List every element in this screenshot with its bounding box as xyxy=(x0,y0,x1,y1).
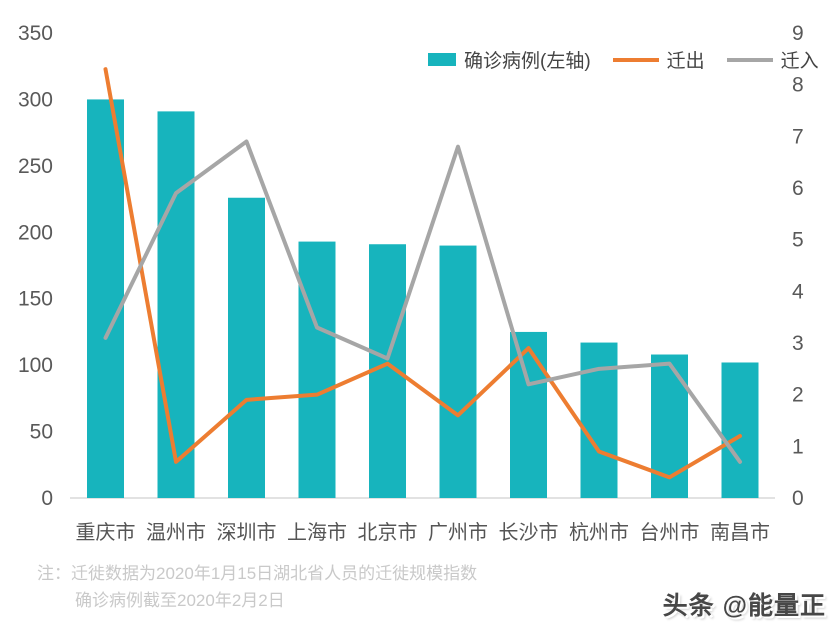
right-axis-tick: 1 xyxy=(792,435,804,458)
right-axis-tick: 3 xyxy=(792,332,804,355)
right-axis-tick: 2 xyxy=(792,384,804,407)
line-swatch-in-icon xyxy=(726,57,773,62)
line-迁入 xyxy=(103,139,742,464)
bar-南昌市 xyxy=(721,362,759,498)
legend: 确诊病例(左轴) 迁出 迁入 xyxy=(428,46,819,73)
right-axis-tick: 7 xyxy=(792,125,804,148)
left-axis-tick: 50 xyxy=(30,421,53,444)
x-axis-label: 广州市 xyxy=(428,521,488,544)
x-axis-label: 深圳市 xyxy=(217,521,277,544)
bar-温州市 xyxy=(157,111,195,498)
bar-swatch-icon xyxy=(428,53,456,66)
left-axis-tick: 300 xyxy=(18,88,53,111)
bar-广州市 xyxy=(439,245,477,498)
legend-item-confirmed: 确诊病例(左轴) xyxy=(428,46,591,73)
bar-长沙市 xyxy=(510,331,547,498)
legend-item-in: 迁入 xyxy=(726,46,819,73)
x-axis-label: 北京市 xyxy=(358,521,418,544)
right-axis-tick: 0 xyxy=(792,487,804,510)
bar-上海市 xyxy=(298,241,336,499)
legend-label-in: 迁入 xyxy=(780,51,819,72)
left-axis-tick: 200 xyxy=(18,221,53,244)
right-axis-tick: 5 xyxy=(792,229,804,252)
left-axis-tick: 100 xyxy=(18,354,53,377)
right-axis-tick: 4 xyxy=(792,280,804,303)
watermark-brand: 头条 xyxy=(662,592,715,620)
x-axis-label: 上海市 xyxy=(287,521,347,544)
line-迁出 xyxy=(103,67,742,480)
legend-label-confirmed: 确诊病例(左轴) xyxy=(464,51,591,72)
right-axis-tick: 8 xyxy=(792,74,804,97)
bar-杭州市 xyxy=(580,342,618,498)
bar-重庆市 xyxy=(87,99,124,498)
left-axis-tick: 250 xyxy=(18,155,53,178)
left-axis-tick: 150 xyxy=(18,288,53,311)
line-swatch-out-icon xyxy=(612,57,659,62)
bar-深圳市 xyxy=(228,197,265,498)
legend-item-out: 迁出 xyxy=(612,46,705,73)
x-axis-label: 温州市 xyxy=(146,521,206,544)
legend-label-out: 迁出 xyxy=(666,51,705,72)
right-axis-tick: 9 xyxy=(792,22,804,45)
watermark-account: @能量正 xyxy=(722,592,826,620)
footnote-line-1: 注：迁徙数据为2020年1月15日湖北省人员的迁徙规模指数 xyxy=(37,564,478,583)
x-axis-label: 台州市 xyxy=(640,521,700,544)
footnote: 注：迁徙数据为2020年1月15日湖北省人员的迁徙规模指数 确诊病例截至2020… xyxy=(37,560,477,614)
left-axis-tick: 0 xyxy=(41,487,53,510)
x-axis-label: 杭州市 xyxy=(569,521,629,544)
footnote-line-2: 确诊病例截至2020年2月2日 xyxy=(75,591,285,610)
left-axis-tick: 350 xyxy=(18,22,53,45)
x-axis-label: 长沙市 xyxy=(499,521,559,544)
watermark: 头条 @能量正 xyxy=(663,586,826,622)
x-axis-label: 重庆市 xyxy=(76,521,136,544)
x-axis-label: 南昌市 xyxy=(710,521,770,544)
right-axis-tick: 6 xyxy=(792,177,804,200)
